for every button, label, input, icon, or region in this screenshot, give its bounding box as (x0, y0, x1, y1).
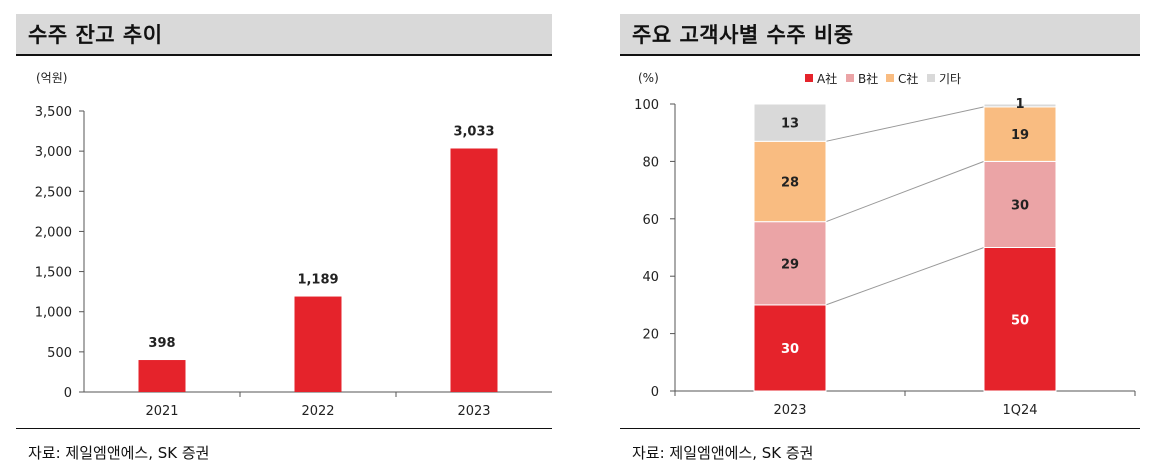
y-tick-label: 1,500 (35, 266, 72, 281)
x-tick-label: 1Q24 (1002, 403, 1037, 418)
bar-2021 (138, 360, 186, 392)
left-panel: 수주 잔고 추이 (억원) 0 500 1,000 1,500 2,000 2,500 3,0… (16, 14, 552, 466)
stack-connector-line (825, 247, 985, 306)
y-tick-label: 1,000 (35, 306, 72, 321)
bar-2022 (294, 296, 342, 392)
right-source-divider (620, 428, 1140, 429)
bar-value-label: 1,189 (297, 273, 338, 288)
y-tick-label: 2,000 (35, 225, 72, 240)
segment-2023-C社 (753, 140, 827, 223)
segment-value-label: 28 (781, 175, 799, 190)
segment-1Q24-A社 (983, 247, 1057, 392)
segment-value-label: 30 (781, 342, 799, 357)
x-tick-label: 2022 (301, 404, 334, 419)
bar-value-label: 3,033 (453, 124, 494, 139)
legend-label: B社 (858, 71, 878, 86)
y-tick-label: 100 (634, 98, 659, 113)
right-panel: 주요 고객사별 수주 비중 (%) A社 B社 C社 기타 0 20 40 60 80 100 30 2… (620, 14, 1140, 466)
x-tick-label: 2023 (457, 404, 490, 419)
segment-2023-A社 (753, 304, 827, 392)
segment-value-label: 29 (781, 257, 799, 272)
legend-label: C社 (898, 71, 918, 86)
segment-value-label: 1 (1015, 97, 1024, 112)
y-unit-label: (%) (638, 71, 659, 85)
y-tick-label: 500 (47, 346, 72, 361)
segment-1Q24-C社 (983, 106, 1057, 162)
left-chart-title: 수주 잔고 추이 (28, 23, 163, 47)
y-tick-label: 0 (651, 385, 659, 400)
bar-2023 (450, 148, 498, 392)
y-tick-label: 0 (64, 386, 72, 401)
segment-value-label: 50 (1011, 313, 1029, 328)
y-tick-label: 80 (642, 155, 659, 170)
segment-2023-기타 (753, 103, 827, 142)
y-tick-label: 2,500 (35, 185, 72, 200)
bar-value-label: 398 (148, 336, 175, 351)
x-tick-label: 2021 (145, 404, 178, 419)
legend-label: A社 (817, 71, 837, 86)
legend-swatch (805, 74, 813, 82)
customer-share-chart: (%) A社 B社 C社 기타 0 20 40 60 80 100 30 29 28 13 2023 50 30 1… (634, 71, 1136, 418)
right-title-bar: 주요 고객사별 수주 비중 (620, 14, 1140, 56)
y-tick-label: 40 (642, 270, 659, 285)
segment-value-label: 19 (1011, 128, 1029, 143)
y-unit-label: (억원) (36, 71, 67, 85)
segment-value-label: 13 (781, 117, 799, 132)
left-title-bar: 수주 잔고 추이 (16, 14, 552, 56)
stack-connector-line (825, 106, 985, 142)
segment-1Q24-기타 (983, 103, 1057, 108)
y-tick-label: 3,500 (35, 105, 72, 120)
legend-swatch (846, 74, 854, 82)
y-tick-label: 20 (642, 328, 659, 343)
y-tick-label: 3,000 (35, 145, 72, 160)
segment-1Q24-B社 (983, 160, 1057, 248)
x-tick-label: 2023 (773, 403, 806, 418)
legend-label: 기타 (939, 72, 961, 86)
legend-swatch (886, 74, 894, 82)
segment-value-label: 30 (1011, 198, 1029, 213)
left-source-divider (16, 428, 552, 429)
order-backlog-chart: (억원) 0 500 1,000 1,500 2,000 2,500 3,000 3,500 39… (35, 71, 552, 419)
right-chart-title: 주요 고객사별 수주 비중 (632, 23, 854, 47)
left-source-note: 자료: 제일엠앤에스, SK 증권 (28, 444, 210, 462)
legend-swatch (927, 74, 935, 82)
right-source-note: 자료: 제일엠앤에스, SK 증권 (632, 444, 814, 462)
stack-connector-line (825, 160, 985, 223)
segment-2023-B社 (753, 221, 827, 306)
y-tick-label: 60 (642, 213, 659, 228)
